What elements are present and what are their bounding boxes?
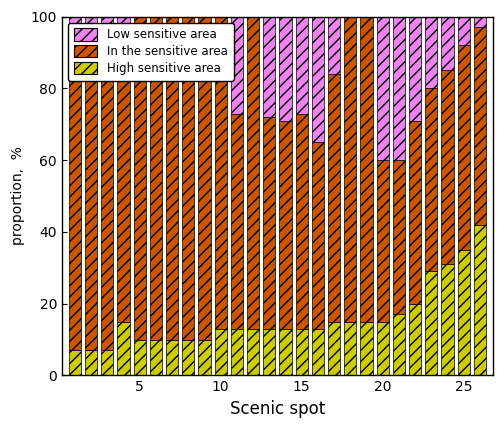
Bar [182,17,195,340]
Bar [85,350,97,375]
Bar [296,114,308,329]
Bar [393,314,405,375]
Bar [393,160,405,314]
Bar [117,45,130,322]
Bar [279,17,292,121]
Bar [296,17,308,114]
Bar [101,350,113,375]
Bar [150,13,162,340]
Bar [360,17,372,322]
Bar [134,340,146,375]
Bar [376,322,389,375]
Bar [328,17,340,74]
Bar [442,17,454,70]
Bar [247,329,259,375]
Bar [247,17,259,329]
Bar [231,114,243,329]
Bar [279,329,292,375]
Bar [85,17,97,31]
Bar [328,322,340,375]
Bar [166,17,178,340]
Bar [296,329,308,375]
Bar [215,17,227,329]
Bar [344,17,356,322]
Bar [328,74,340,322]
Bar [312,17,324,142]
Bar [231,329,243,375]
Bar [69,350,81,375]
Bar [263,17,275,117]
Bar [215,329,227,375]
Bar [425,272,437,375]
Bar [134,17,146,340]
Bar [425,17,437,88]
Legend: Low sensitive area, In the sensitive area, High sensitive area: Low sensitive area, In the sensitive are… [68,22,233,81]
Bar [117,322,130,375]
Bar [150,340,162,375]
Bar [474,27,486,225]
Bar [458,45,470,250]
Bar [279,121,292,329]
Bar [166,340,178,375]
Bar [409,121,421,304]
Bar [442,264,454,375]
Bar [312,329,324,375]
Bar [182,340,195,375]
Bar [85,31,97,350]
Bar [376,17,389,160]
Bar [425,88,437,272]
Y-axis label: proportion,  %: proportion, % [11,147,25,245]
Bar [101,17,113,49]
Bar [442,70,454,264]
Bar [231,17,243,114]
Bar [393,17,405,160]
Bar [409,304,421,375]
Bar [263,117,275,329]
Bar [101,49,113,350]
Bar [344,322,356,375]
Bar [474,17,486,27]
Bar [458,17,470,45]
Bar [312,142,324,329]
Bar [117,17,130,45]
Bar [458,250,470,375]
Bar [376,160,389,322]
Bar [199,17,211,340]
Bar [263,329,275,375]
X-axis label: Scenic spot: Scenic spot [230,400,325,418]
Bar [409,17,421,121]
Bar [474,225,486,375]
Bar [69,38,81,350]
Bar [360,322,372,375]
Bar [199,340,211,375]
Bar [69,17,81,38]
